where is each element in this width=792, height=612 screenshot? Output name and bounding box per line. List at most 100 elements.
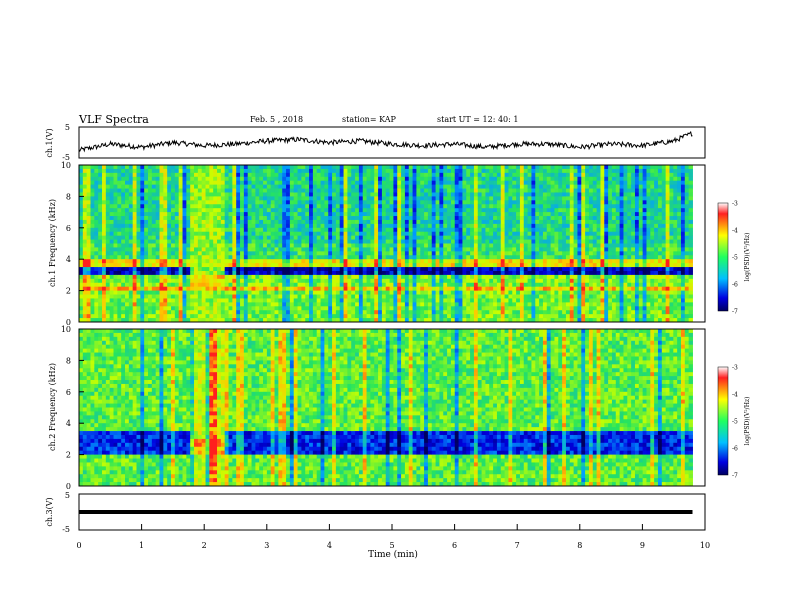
ch1-spectrogram-cell [454, 200, 460, 205]
ch1-spectrogram-cell [324, 263, 329, 268]
ch1-spectrogram-cell [389, 219, 394, 225]
ch1-spectrogram-cell [466, 184, 471, 189]
ch1-spectrogram-cell [197, 255, 203, 260]
ch1-spectrogram-cell [102, 306, 107, 311]
ch1-spectrogram-cell [447, 227, 452, 233]
ch1-spectrogram-cell [182, 180, 187, 186]
ch1-spectrogram-cell [389, 172, 394, 178]
ch1-spectrogram-cell [186, 235, 191, 240]
ch1-spectrogram-cell [351, 255, 356, 260]
ch1-spectrogram-cell [355, 188, 360, 193]
ch1-spectrogram-cell [393, 231, 398, 237]
ch1-spectrogram-cell [347, 298, 352, 303]
ch1-spectrogram-cell [374, 184, 379, 189]
ch1-spectrogram-cell [232, 168, 237, 174]
ch1-spectrogram-cell [332, 243, 337, 248]
ch1-spectrogram-cell [171, 239, 176, 244]
ch1-spectrogram-cell [458, 306, 463, 311]
ch1-spectrogram-cell [496, 212, 502, 217]
ch1-spectrogram-cell [121, 200, 126, 205]
ch1-spectrogram-cell [531, 310, 536, 315]
ch1-spectrogram-cell [450, 165, 456, 170]
ch1-spectrogram-cell [90, 251, 95, 256]
ch1-spectrogram-cell [159, 192, 164, 197]
ch1-spectrogram-cell [320, 231, 325, 237]
ch1-spectrogram-cell [535, 231, 540, 237]
ch1-spectrogram-cell [128, 259, 134, 264]
ch1-spectrogram-cell [128, 212, 134, 217]
ch1-spectrogram-cell [328, 298, 333, 303]
ch1-spectrogram-cell [102, 314, 107, 319]
ch1-spectrogram-cell [140, 176, 145, 182]
ch1-spectrogram-cell [404, 192, 410, 197]
ch1-spectrogram-cell [301, 298, 306, 303]
ch1-spectrogram-cell [312, 310, 318, 315]
ch1-spectrogram-cell [493, 172, 498, 178]
ch1-spectrogram-cell [412, 200, 417, 205]
ch1-spectrogram-cell [190, 251, 195, 256]
ch1-spectrogram-cell [485, 310, 490, 315]
ch1-spectrogram-cell [458, 176, 463, 182]
ch1-spectrogram-cell [94, 235, 99, 240]
ch1-spectrogram-cell [550, 274, 555, 280]
ch1-spectrogram-cell [132, 219, 137, 225]
ch1-spectrogram-cell [263, 267, 268, 272]
ch1-spectrogram-cell [171, 235, 176, 240]
ch1-spectrogram-cell [381, 196, 387, 201]
ch1-spectrogram-cell [159, 298, 164, 303]
ch1-spectrogram-cell [519, 188, 525, 193]
ch1-spectrogram-cell [121, 172, 126, 178]
ch1-spectrogram-cell [159, 204, 164, 209]
ch1-spectrogram-cell [523, 318, 529, 323]
ch1-spectrogram-cell [389, 247, 394, 252]
ch1-spectrogram-cell [496, 267, 502, 272]
ch1-spectrogram-cell [439, 204, 444, 209]
ch1-spectrogram-cell [355, 274, 360, 280]
ch1-spectrogram-cell [366, 286, 371, 292]
ch1-spectrogram-cell [274, 243, 279, 248]
ch1-spectrogram-cell [516, 196, 521, 201]
ch1-spectrogram-cell [466, 259, 471, 264]
ch1-spectrogram-cell [186, 200, 191, 205]
ch1-spectrogram-cell [320, 188, 325, 193]
ch1-spectrogram-cell [504, 294, 509, 299]
ch1-spectrogram-cell [539, 302, 544, 307]
ch1-spectrogram-cell [140, 294, 145, 299]
ch1-spectrogram-cell [289, 267, 295, 272]
ch1-spectrogram-cell [159, 302, 164, 307]
ch1-spectrogram-cell [519, 274, 525, 280]
ch1-spectrogram-cell [550, 290, 555, 295]
ch1-spectrogram-cell [516, 223, 521, 229]
ch1-spectrogram-cell [424, 208, 429, 213]
ch1-spectrogram-cell [427, 176, 433, 182]
ch1-spectrogram-cell [209, 196, 214, 201]
ch1-spectrogram-cell [167, 227, 172, 233]
ch1-spectrogram-cell [496, 243, 502, 248]
ch1-spectrogram-cell [117, 216, 122, 221]
ch1-spectrogram-cell [209, 255, 214, 260]
ch1-spectrogram-cell [470, 168, 475, 174]
ch1-spectrogram-cell [117, 267, 122, 272]
ch1-spectrogram-cell [504, 184, 509, 189]
ch1-spectrogram-cell [539, 247, 544, 252]
ch1-spectrogram-cell [167, 310, 172, 315]
ch1-spectrogram-cell [309, 204, 314, 209]
ch1-spectrogram-cell [554, 165, 559, 170]
ch1-spectrogram-cell [94, 239, 99, 244]
ch1-spectrogram-cell [470, 294, 475, 299]
ch1-spectrogram-cell [128, 243, 134, 248]
ch1-spectrogram-cell [266, 263, 272, 268]
ch1-spectrogram-cell [500, 165, 506, 170]
ch1-spectrogram-cell [309, 263, 314, 268]
ch1-spectrogram-cell [385, 310, 391, 315]
ch1-spectrogram-cell [117, 286, 122, 292]
ch1-spectrogram-cell [389, 243, 394, 248]
ch1-spectrogram-cell [454, 274, 460, 280]
ch1-spectrogram-cell [328, 172, 333, 178]
ch1-spectrogram-cell [109, 239, 114, 244]
ch1-spectrogram-cell [393, 239, 398, 244]
ch1-spectrogram-cell [98, 310, 103, 315]
ch1-spectrogram-cell [217, 188, 222, 193]
ch1-spectrogram-cell [412, 274, 417, 280]
ch1-spectrogram-cell [508, 247, 513, 252]
